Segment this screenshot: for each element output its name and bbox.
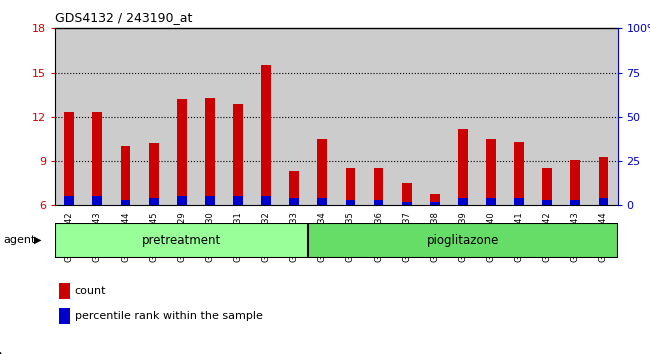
Bar [205, 196, 214, 205]
Bar [317, 139, 327, 205]
Bar [64, 113, 74, 205]
Bar [55, 223, 308, 258]
Bar [233, 104, 243, 205]
Bar [365, 28, 393, 205]
Bar [542, 169, 552, 205]
Bar [430, 194, 439, 205]
Bar [177, 196, 187, 205]
Bar [168, 28, 196, 205]
Bar [477, 28, 505, 205]
Bar [421, 28, 448, 205]
Bar [261, 65, 271, 205]
Bar [599, 156, 608, 205]
Bar [486, 139, 496, 205]
Bar [346, 169, 356, 205]
Bar [233, 196, 243, 205]
Text: agent: agent [3, 235, 36, 245]
Bar [280, 28, 308, 205]
Bar [458, 198, 468, 205]
Bar [205, 98, 214, 205]
Bar [590, 28, 618, 205]
Bar [486, 198, 496, 205]
Bar [374, 200, 383, 205]
Bar [542, 200, 552, 205]
Bar [571, 200, 580, 205]
Bar [393, 28, 421, 205]
Text: GDS4132 / 243190_at: GDS4132 / 243190_at [55, 11, 192, 24]
Bar [252, 28, 280, 205]
Bar [402, 202, 411, 205]
Bar [308, 28, 337, 205]
Bar [289, 198, 299, 205]
Bar [449, 28, 477, 205]
Text: pretreatment: pretreatment [142, 234, 222, 247]
Bar [514, 142, 524, 205]
Bar [402, 183, 411, 205]
Bar [289, 171, 299, 205]
Bar [599, 198, 608, 205]
Bar [140, 28, 168, 205]
Bar [177, 99, 187, 205]
Bar [196, 28, 224, 205]
Bar [149, 198, 159, 205]
Bar [112, 28, 140, 205]
Text: percentile rank within the sample: percentile rank within the sample [75, 311, 263, 321]
Bar [458, 129, 468, 205]
Bar [317, 198, 327, 205]
Bar [337, 28, 365, 205]
Bar [83, 28, 112, 205]
Bar [149, 143, 159, 205]
Bar [121, 146, 131, 205]
Bar [92, 113, 102, 205]
Bar [64, 196, 74, 205]
Bar [346, 200, 356, 205]
Bar [374, 169, 383, 205]
Text: ▶: ▶ [34, 235, 42, 245]
Bar [261, 196, 271, 205]
Bar [571, 160, 580, 205]
Bar [430, 202, 439, 205]
Bar [514, 198, 524, 205]
Bar [224, 28, 252, 205]
Bar [533, 28, 561, 205]
Bar [92, 196, 102, 205]
Bar [55, 28, 83, 205]
Text: pioglitazone: pioglitazone [426, 234, 499, 247]
Text: count: count [75, 286, 106, 296]
Bar [561, 28, 590, 205]
Bar [121, 200, 131, 205]
Bar [505, 28, 533, 205]
Bar [308, 223, 618, 258]
